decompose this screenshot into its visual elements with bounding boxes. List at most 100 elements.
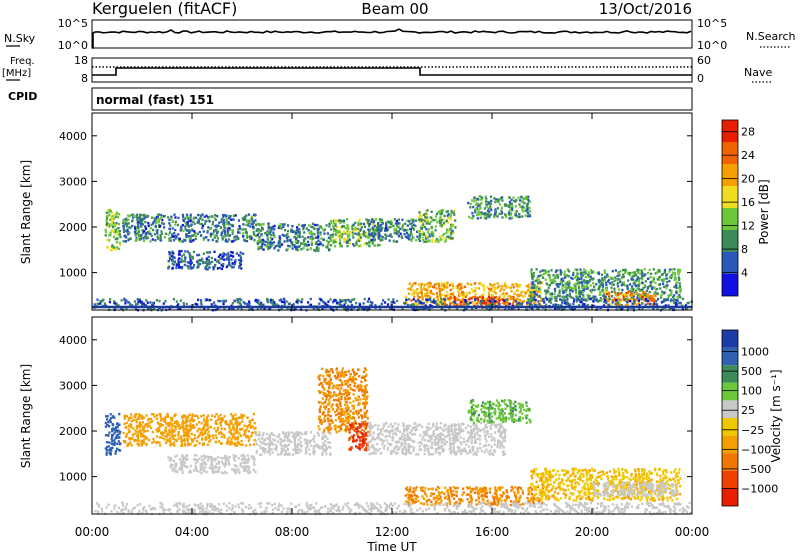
data-cell [400, 235, 403, 238]
data-cell [118, 229, 122, 233]
data-cell [313, 233, 316, 236]
data-cell [420, 293, 424, 297]
data-cell [330, 221, 333, 225]
data-cell [333, 227, 336, 230]
data-cell [189, 224, 192, 227]
data-cell [383, 301, 387, 304]
data-cell [611, 270, 614, 273]
data-cell [507, 307, 510, 310]
data-cell [226, 230, 229, 233]
data-cell [585, 280, 588, 284]
data-cell [443, 233, 446, 236]
data-cell [364, 231, 367, 234]
data-cell [396, 230, 399, 233]
data-cell [440, 302, 444, 305]
data-cell [203, 470, 206, 473]
data-cell [215, 413, 218, 416]
data-cell [143, 215, 146, 219]
data-cell [499, 289, 502, 293]
data-cell [436, 298, 439, 302]
data-cell [274, 245, 277, 248]
data-cell [267, 243, 270, 246]
data-cell [527, 298, 530, 301]
data-cell [348, 238, 351, 241]
data-cell [102, 298, 105, 302]
data-cell [622, 281, 625, 284]
data-cell [135, 213, 138, 217]
data-cell [370, 227, 373, 230]
data-cell [420, 218, 423, 221]
data-cell [204, 265, 207, 268]
data-cell [150, 223, 153, 227]
data-cell [144, 227, 148, 230]
data-cell [531, 272, 534, 276]
data-cell [393, 229, 396, 232]
data-cell [188, 469, 191, 472]
data-cell [272, 303, 275, 307]
data-cell [188, 435, 191, 438]
data-cell [137, 299, 140, 302]
data-cell [185, 233, 188, 236]
data-cell [259, 246, 262, 250]
data-cell [583, 279, 586, 282]
data-cell [644, 303, 647, 306]
data-cell [156, 435, 159, 438]
data-cell [304, 237, 307, 240]
data-cell [216, 308, 219, 311]
data-cell [206, 427, 209, 430]
data-cell [187, 431, 190, 435]
data-cell [175, 266, 178, 270]
data-cell [131, 220, 134, 223]
data-cell [570, 276, 573, 279]
data-cell [278, 433, 281, 436]
data-cell [454, 226, 457, 229]
data-cell [369, 304, 372, 307]
data-cell [158, 441, 161, 444]
data-cell [626, 301, 629, 304]
data-cell [104, 447, 107, 450]
data-cell [179, 260, 183, 264]
data-cell [211, 414, 214, 417]
data-cell [194, 437, 197, 440]
data-cell [260, 303, 263, 306]
data-cell [201, 257, 204, 261]
data-cell [100, 300, 104, 303]
data-cell [111, 428, 114, 431]
data-cell [230, 433, 233, 436]
data-cell [480, 283, 483, 287]
data-cell [398, 222, 401, 225]
data-cell [601, 273, 604, 276]
data-cell [565, 295, 568, 299]
data-cell [359, 228, 362, 231]
data-cell [480, 198, 484, 201]
data-cell [116, 447, 119, 450]
data-cell [189, 259, 192, 262]
data-cell [172, 235, 175, 238]
data-cell [450, 225, 453, 228]
data-cell [142, 237, 145, 240]
data-cell [428, 239, 431, 243]
data-cell [401, 218, 404, 221]
data-cell [141, 223, 144, 226]
data-cell [194, 443, 197, 447]
data-cell [362, 222, 365, 226]
data-cell [299, 450, 302, 453]
data-cell [195, 469, 198, 472]
data-cell [435, 212, 439, 216]
data-cell [206, 424, 209, 427]
data-cell [238, 302, 241, 305]
data-cell [286, 230, 290, 233]
data-cell [515, 210, 518, 213]
power-colorbar-segment [722, 186, 738, 208]
data-cell [240, 267, 243, 270]
data-cell [167, 260, 170, 263]
data-cell [139, 214, 142, 218]
data-cell [289, 238, 292, 242]
data-cell [255, 229, 258, 232]
data-cell [521, 208, 524, 211]
data-cell [195, 468, 198, 471]
data-cell [143, 235, 146, 239]
data-cell [418, 291, 422, 294]
data-cell [437, 282, 440, 285]
data-cell [227, 238, 231, 241]
